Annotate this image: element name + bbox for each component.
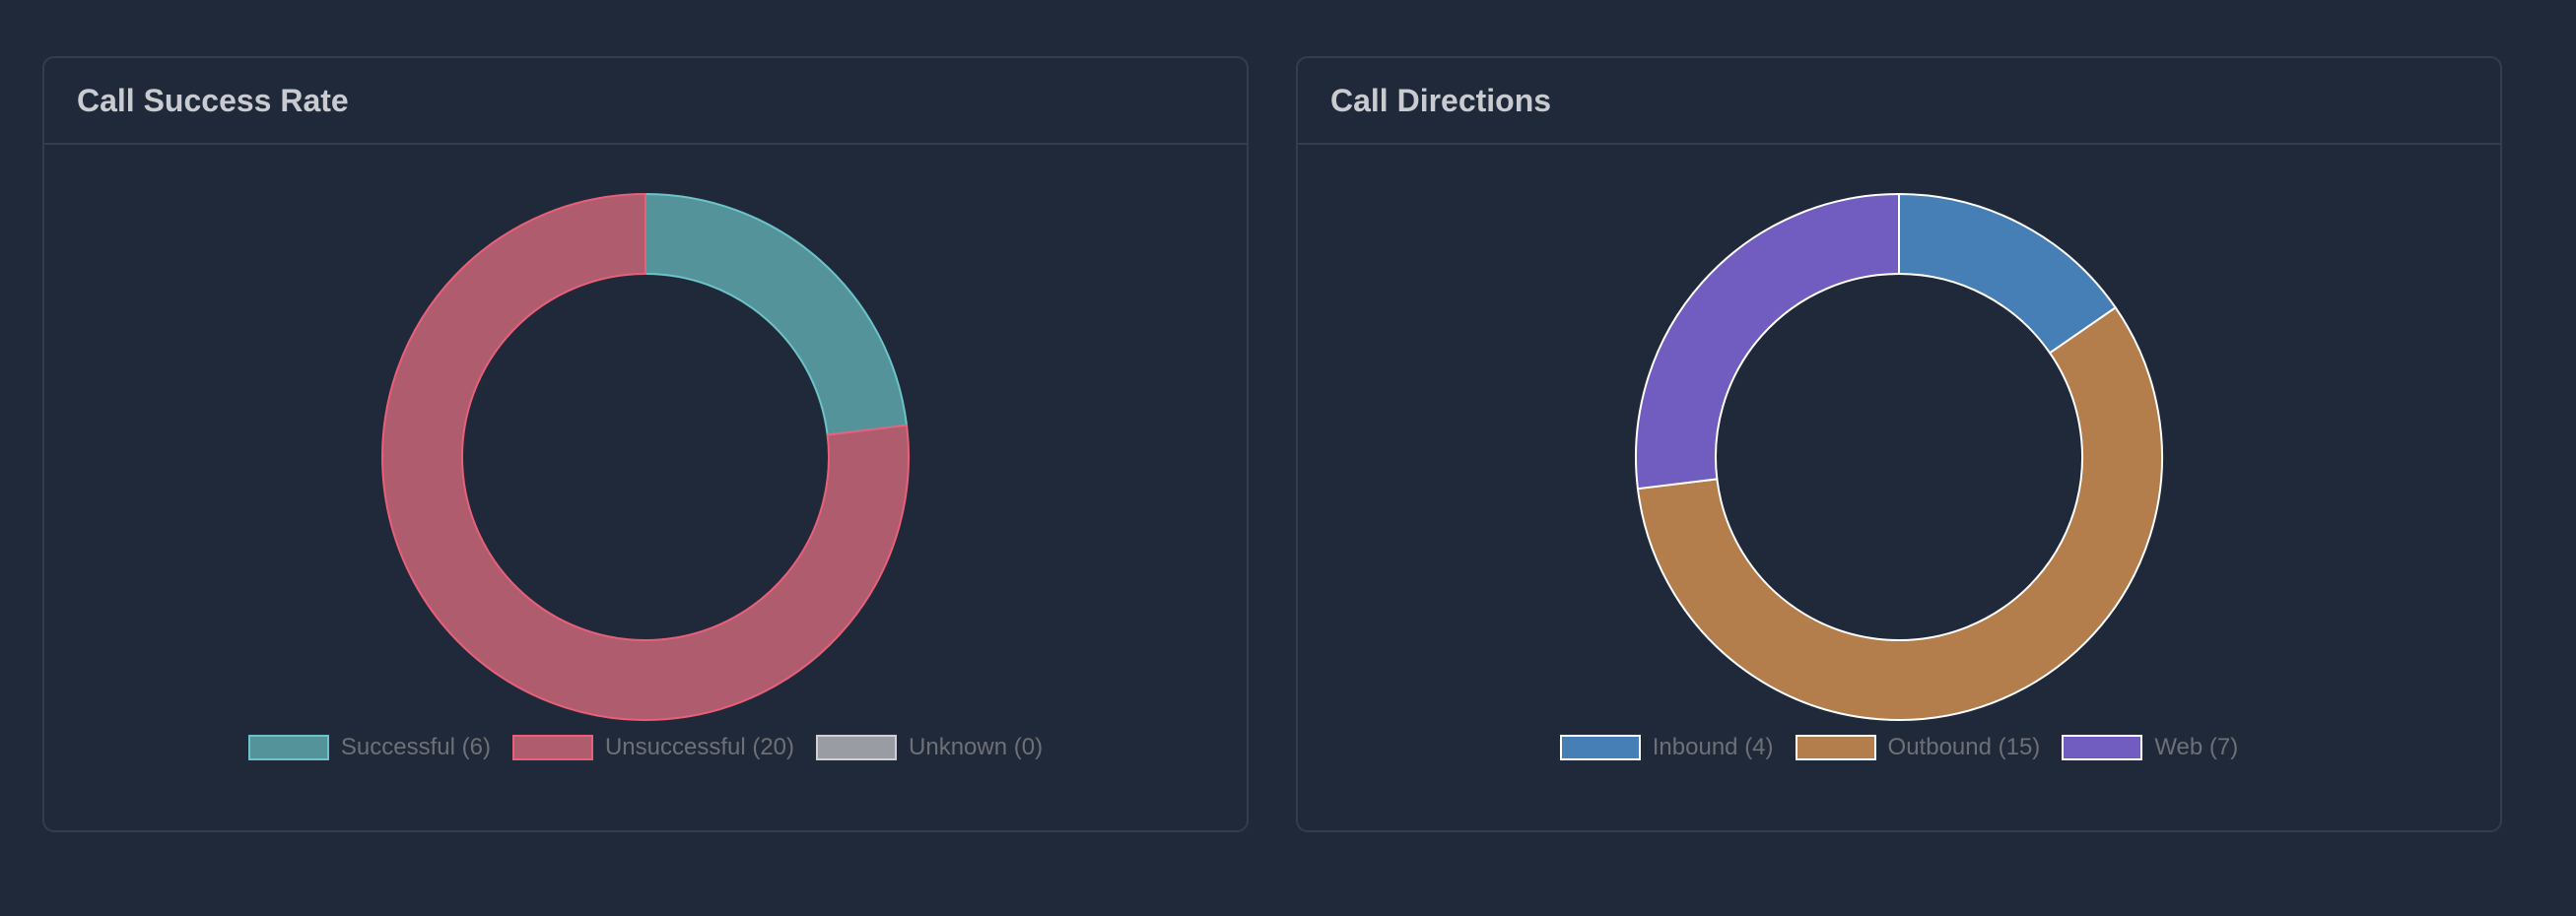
legend-swatch [1795, 735, 1876, 760]
call-directions-card: Call Directions Inbound (4) Outbound (15)… [1296, 56, 2502, 832]
legend-item-web[interactable]: Web (7) [2062, 734, 2238, 761]
legend-label: Outbound (15) [1887, 734, 2041, 760]
legend-item-inbound[interactable]: Inbound (4) [1559, 734, 1774, 761]
card-header: Call Directions [1298, 58, 2500, 145]
legend-label: Web (7) [2154, 734, 2239, 760]
legend-label: Successful (6) [340, 734, 491, 760]
legend-label: Inbound (4) [1652, 734, 1774, 760]
chart-legend: Successful (6) Unsuccessful (20) Unknown (… [44, 734, 1247, 761]
call-success-rate-card: Call Success Rate Successful (6) Unsucces… [42, 56, 1249, 832]
chart-legend: Inbound (4) Outbound (15) Web (7) [1298, 734, 2500, 761]
legend-label: Unsuccessful (20) [604, 734, 795, 760]
slice-unsuccessful[interactable] [381, 192, 910, 721]
slice-outbound[interactable] [1636, 305, 2164, 721]
legend-swatch [511, 735, 593, 760]
legend-swatch [2062, 735, 2143, 760]
donut-chart [381, 192, 910, 721]
legend-item-successful[interactable]: Successful (6) [247, 734, 491, 761]
legend-item-unknown[interactable]: Unknown (0) [816, 734, 1043, 761]
legend-swatch [816, 735, 898, 760]
card-title: Call Success Rate [77, 82, 349, 118]
slice-successful[interactable] [644, 192, 909, 436]
legend-swatch [247, 735, 329, 760]
legend-label: Unknown (0) [909, 734, 1044, 760]
donut-chart [1635, 192, 2164, 721]
legend-item-outbound[interactable]: Outbound (15) [1795, 734, 2041, 761]
legend-item-unsuccessful[interactable]: Unsuccessful (20) [511, 734, 795, 761]
slice-web[interactable] [1635, 192, 1900, 491]
card-title: Call Directions [1330, 82, 1552, 118]
card-header: Call Success Rate [44, 58, 1247, 145]
legend-swatch [1559, 735, 1641, 760]
